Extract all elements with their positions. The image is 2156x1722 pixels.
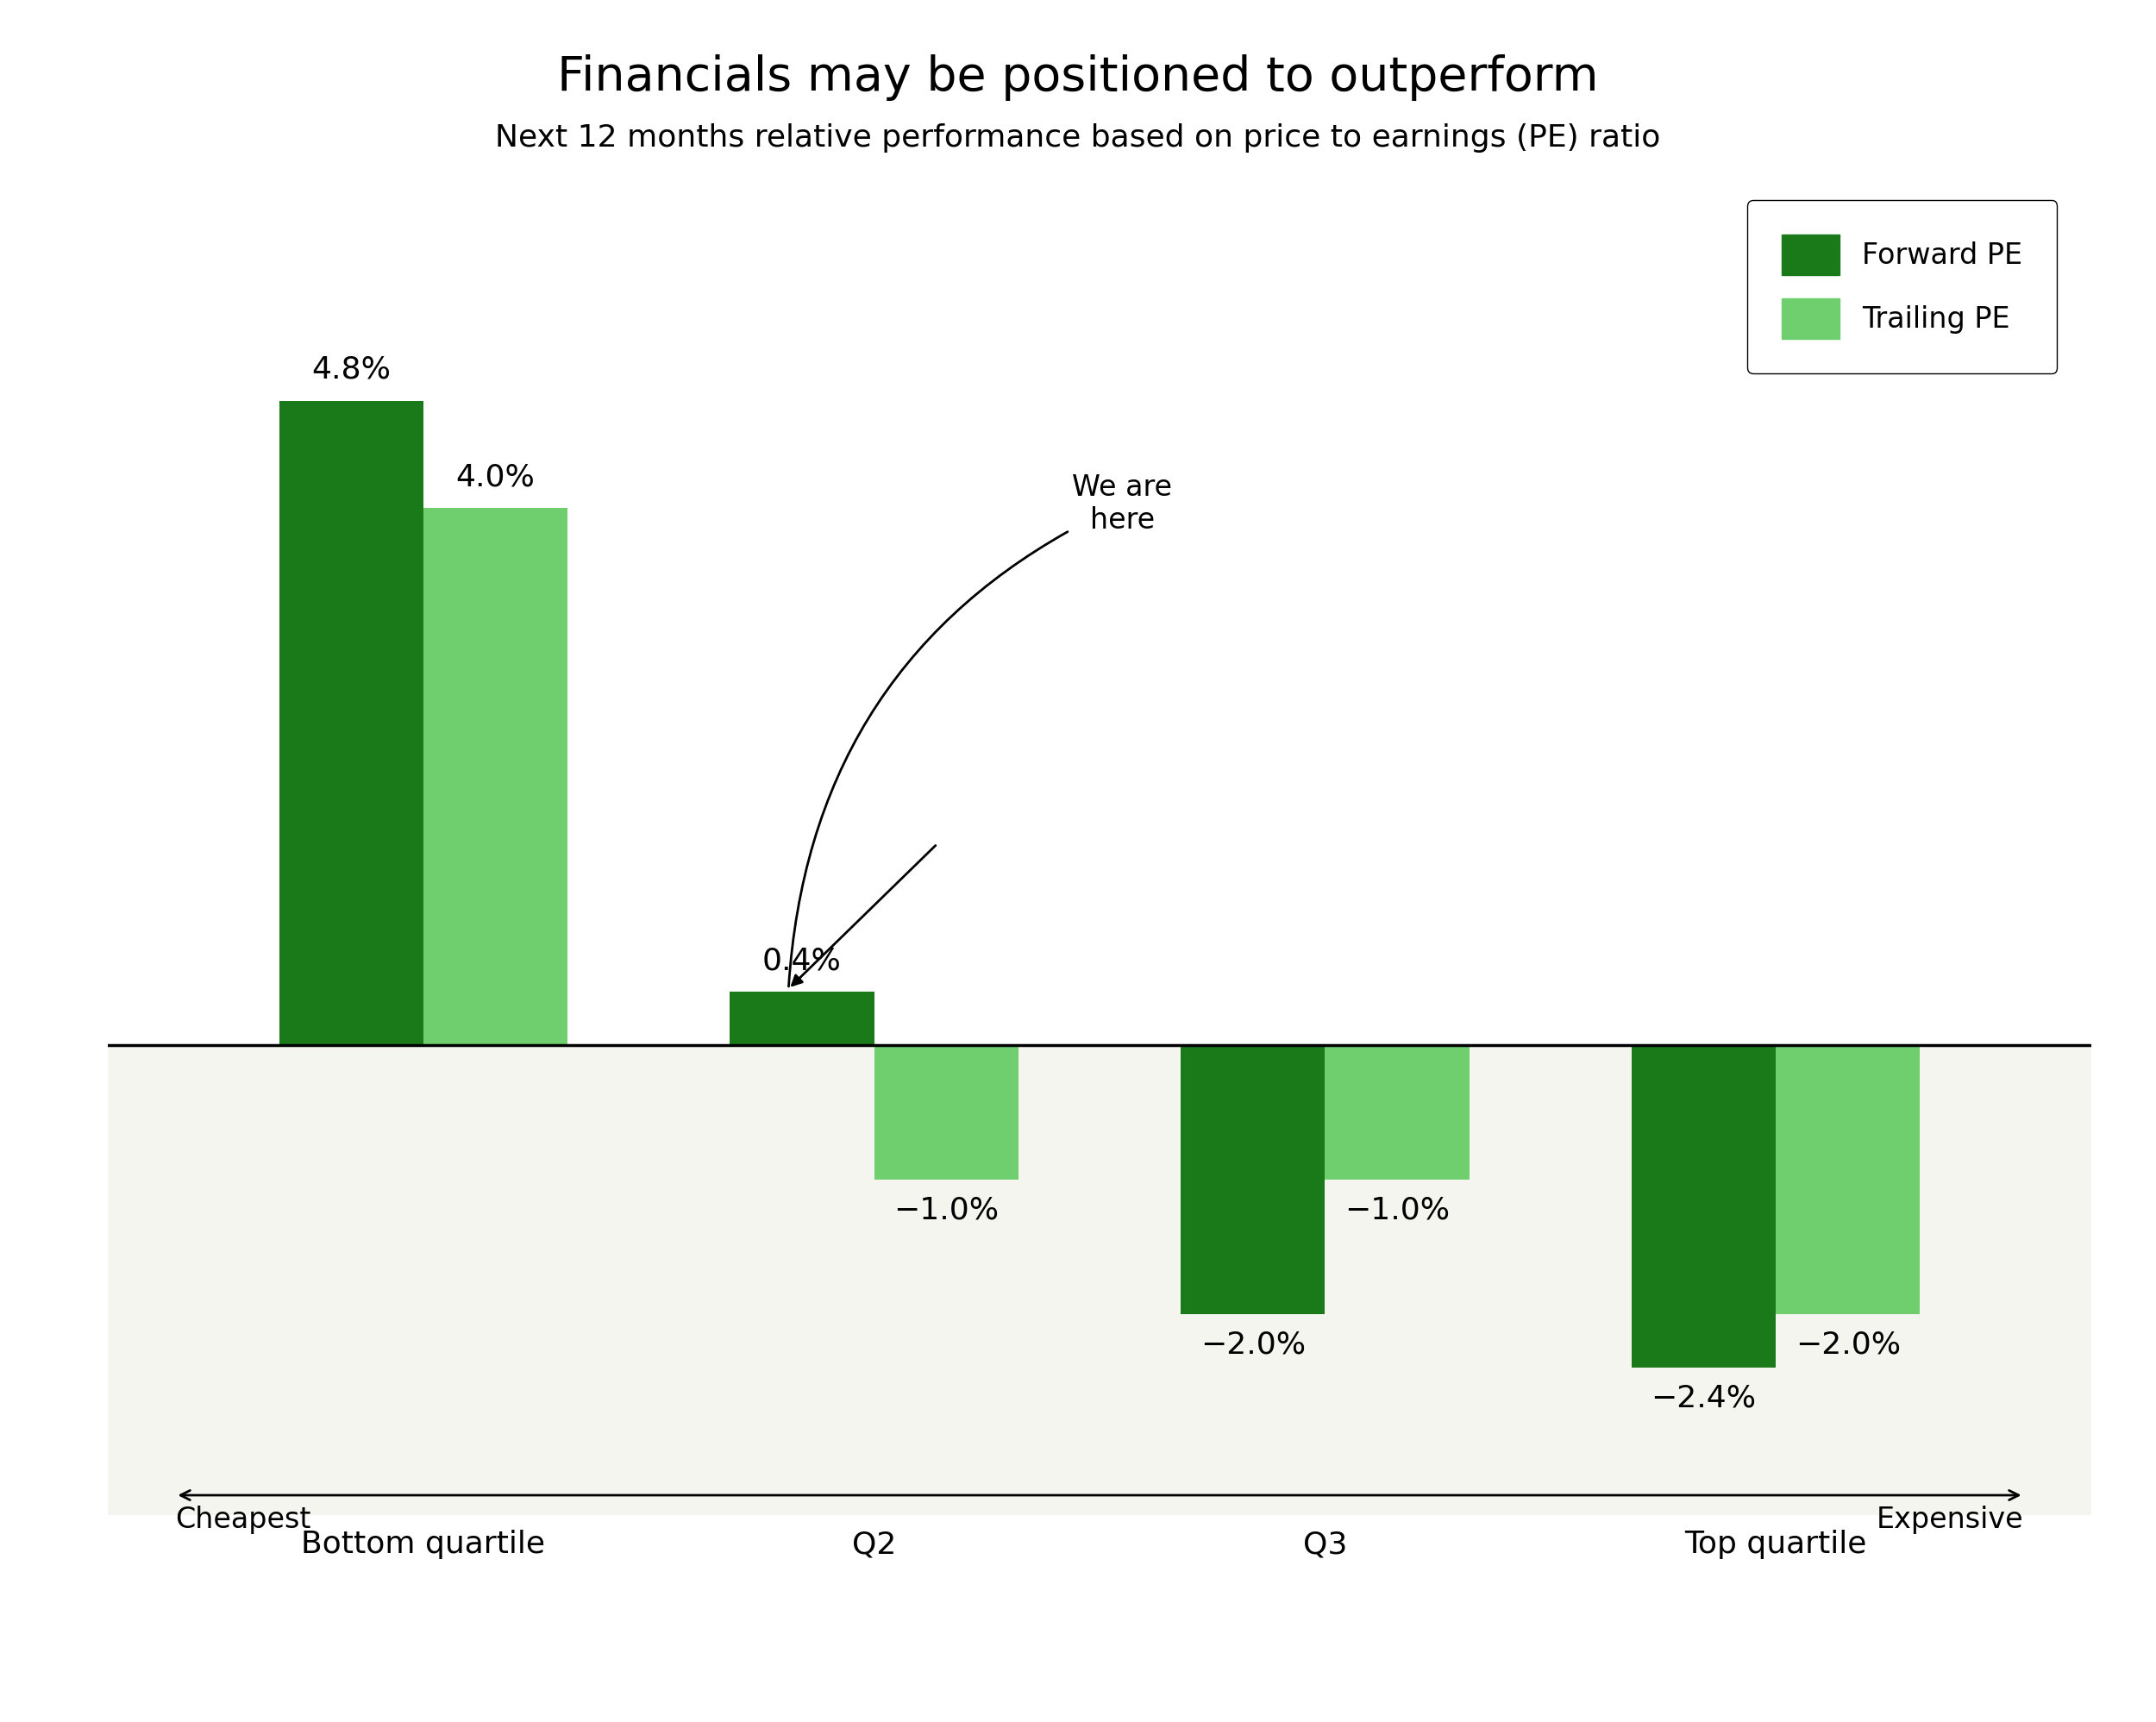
Text: −2.4%: −2.4% (1651, 1384, 1757, 1414)
Text: −1.0%: −1.0% (1345, 1195, 1449, 1224)
Text: We are
here: We are here (789, 474, 1173, 987)
Bar (278, 401, 423, 1045)
Text: Next 12 months relative performance based on price to earnings (PE) ratio: Next 12 months relative performance base… (496, 122, 1660, 153)
Text: −2.0%: −2.0% (1796, 1329, 1902, 1359)
Text: Financials may be positioned to outperform: Financials may be positioned to outperfo… (556, 53, 1600, 102)
Legend: Forward PE, Trailing PE: Forward PE, Trailing PE (1746, 200, 2057, 374)
Bar (731, 992, 873, 1045)
Text: −2.0%: −2.0% (1201, 1329, 1307, 1359)
Text: Expensive: Expensive (1876, 1507, 2024, 1534)
Text: −1.0%: −1.0% (893, 1195, 998, 1224)
Text: 0.4%: 0.4% (763, 945, 841, 975)
Bar (423, 508, 567, 1045)
Bar (1777, 1045, 1921, 1314)
Bar (873, 1045, 1018, 1180)
Bar (108, 1045, 2091, 1515)
Text: 4.0%: 4.0% (455, 463, 535, 492)
Bar (1632, 1045, 1777, 1367)
Bar (1181, 1045, 1326, 1314)
Bar (1326, 1045, 1468, 1180)
Text: Cheapest: Cheapest (175, 1507, 310, 1534)
Text: 4.8%: 4.8% (313, 355, 390, 384)
